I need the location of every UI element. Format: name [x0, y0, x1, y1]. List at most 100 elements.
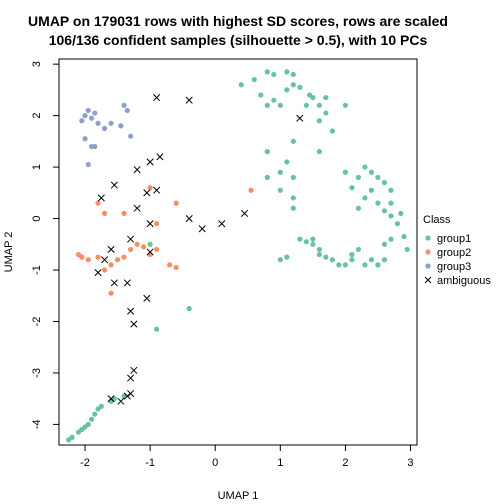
point-group1	[388, 236, 394, 242]
point-ambiguous	[101, 256, 109, 264]
plot-frame	[58, 58, 418, 446]
point-group1	[316, 149, 322, 155]
point-group2	[141, 244, 147, 250]
point-group1	[349, 251, 355, 258]
point-ambiguous	[97, 194, 105, 202]
point-group2	[121, 210, 127, 216]
point-group2	[154, 221, 160, 227]
point-ambiguous	[110, 181, 118, 189]
point-group1	[290, 195, 296, 201]
point-group2	[167, 262, 173, 268]
legend-label: ambiguous	[437, 275, 491, 287]
point-group2	[248, 187, 254, 193]
point-ambiguous	[94, 269, 102, 277]
legend-item-group2: group2	[425, 247, 471, 259]
point-ambiguous	[146, 220, 154, 228]
point-group1	[381, 241, 388, 247]
point-group3	[101, 125, 108, 132]
point-group1	[342, 102, 348, 108]
point-group1	[264, 69, 270, 75]
point-group2	[108, 262, 114, 268]
point-group1	[381, 179, 388, 186]
point-group1	[362, 195, 368, 201]
point-ambiguous	[127, 235, 135, 243]
point-group1	[398, 210, 404, 216]
point-group3	[95, 120, 101, 126]
point-group1	[271, 97, 277, 103]
legend-label: group2	[437, 247, 471, 259]
point-group1	[264, 174, 270, 180]
point-group1	[75, 429, 82, 435]
point-group1	[375, 174, 381, 180]
point-group3	[121, 102, 127, 108]
point-group1	[310, 95, 316, 101]
point-group2	[121, 254, 127, 260]
point-ambiguous	[218, 220, 226, 228]
point-group1	[355, 246, 362, 253]
point-group1	[297, 236, 303, 242]
point-group1	[316, 246, 322, 253]
point-ambiguous	[296, 114, 304, 122]
point-group3	[118, 123, 124, 129]
point-group1	[264, 149, 270, 155]
y-tick-label: 0	[31, 215, 43, 221]
point-group3	[124, 107, 130, 114]
point-group1	[336, 262, 342, 268]
point-ambiguous	[107, 245, 115, 253]
x-tick-label: 0	[212, 457, 218, 469]
point-group1	[355, 205, 362, 211]
point-group1	[349, 185, 355, 191]
point-ambiguous	[185, 214, 193, 223]
point-group1	[271, 71, 277, 78]
point-group2	[173, 200, 179, 206]
point-group1	[303, 102, 309, 108]
point-group3	[88, 115, 95, 121]
y-tick-label: -1	[31, 265, 43, 275]
point-group1	[316, 118, 322, 124]
y-tick-label: -4	[31, 420, 43, 430]
point-group1	[342, 169, 348, 175]
point-group1	[284, 87, 290, 93]
point-group1	[238, 82, 244, 88]
point-ambiguous	[143, 189, 151, 197]
x-axis-label: UMAP 1	[218, 490, 259, 502]
point-group1	[290, 82, 296, 88]
legend-marker	[425, 263, 431, 269]
point-group1	[316, 251, 322, 258]
point-group2	[147, 185, 153, 191]
point-group1	[375, 200, 381, 206]
point-group1	[362, 164, 368, 170]
point-group1	[368, 257, 375, 263]
y-tick-label: 3	[31, 61, 43, 67]
point-group1	[303, 239, 309, 245]
point-group2	[128, 246, 134, 253]
point-group1	[381, 208, 388, 214]
point-group1	[375, 262, 381, 268]
point-group3	[82, 113, 88, 119]
point-group2	[79, 254, 85, 260]
point-group1	[329, 257, 335, 263]
point-ambiguous	[123, 279, 131, 287]
legend-marker	[425, 249, 431, 255]
x-axis: -2 -1 0 1 2 3	[80, 444, 414, 469]
point-group1	[92, 411, 98, 417]
point-group1	[388, 200, 394, 206]
point-group1	[277, 169, 283, 175]
point-ambiguous	[130, 320, 138, 328]
legend-marker	[425, 235, 431, 241]
point-group2	[134, 241, 140, 247]
x-tick-label: 3	[407, 457, 413, 469]
point-group1	[362, 262, 368, 268]
point-ambiguous	[156, 153, 164, 161]
point-group2	[173, 264, 179, 271]
point-group1	[66, 437, 72, 443]
point-group1	[388, 213, 394, 219]
x-tick-label: -1	[145, 457, 155, 469]
point-group3	[92, 110, 98, 116]
point-group1	[290, 174, 296, 180]
point-group2	[114, 257, 121, 263]
point-ambiguous	[185, 96, 193, 104]
point-group1	[95, 406, 101, 412]
point-group3	[108, 120, 114, 126]
